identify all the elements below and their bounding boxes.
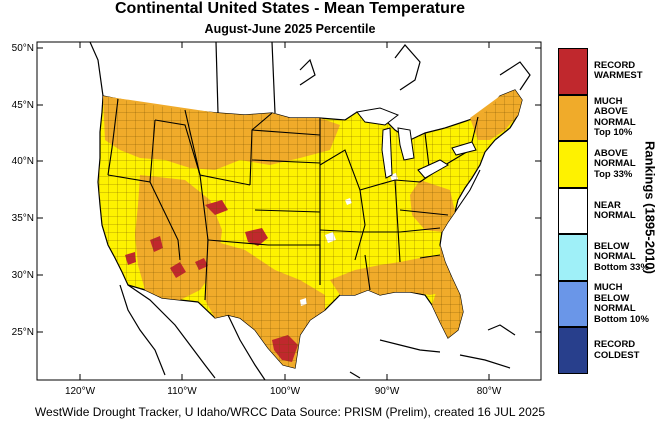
lat-label: 35°N — [12, 213, 34, 224]
legend-label: RECORD COLDEST — [594, 339, 640, 361]
legend-label: NEAR NORMAL — [594, 199, 636, 221]
legend-label: RECORD WARMEST — [594, 59, 643, 82]
lon-label: 120°W — [65, 386, 96, 397]
lon-label: 80°W — [477, 386, 502, 397]
legend-swatch — [558, 94, 588, 142]
legend-swatch — [558, 141, 588, 188]
legend-swatch — [558, 234, 588, 281]
legend-label: MUCH ABOVE NORMAL Top 10% — [594, 95, 636, 139]
neighbor-outlines — [89, 42, 531, 380]
lat-label: 40°N — [12, 156, 34, 167]
lon-label: 90°W — [375, 386, 400, 397]
lon-label: 110°W — [167, 386, 197, 397]
lon-label: 100°W — [270, 386, 301, 397]
legend-label: BELOW NORMAL Bottom 33% — [594, 240, 649, 273]
legend-swatch — [558, 327, 588, 374]
lat-label: 30°N — [12, 270, 34, 281]
legend-swatch — [558, 280, 588, 328]
legend-label: ABOVE NORMAL Top 33% — [594, 147, 636, 180]
lat-label: 50°N — [12, 43, 34, 54]
lon-ticks — [79, 42, 490, 380]
lat-label: 25°N — [12, 327, 34, 338]
state-boundaries — [107, 98, 481, 301]
lat-ticks — [37, 47, 541, 333]
lat-label: 45°N — [12, 100, 34, 111]
data-source-credit: WestWide Drought Tracker, U Idaho/WRCC D… — [34, 405, 546, 419]
legend-swatch — [558, 48, 588, 95]
legend-label: MUCH BELOW NORMAL Bottom 10% — [594, 282, 649, 325]
legend-swatch — [558, 187, 588, 235]
legend-title: Rankings (1895-2010) — [642, 141, 658, 274]
map-title: Continental United States - Mean Tempera… — [115, 0, 465, 17]
great-lakes — [356, 107, 477, 179]
map-subtitle: August-June 2025 Percentile — [204, 22, 376, 36]
